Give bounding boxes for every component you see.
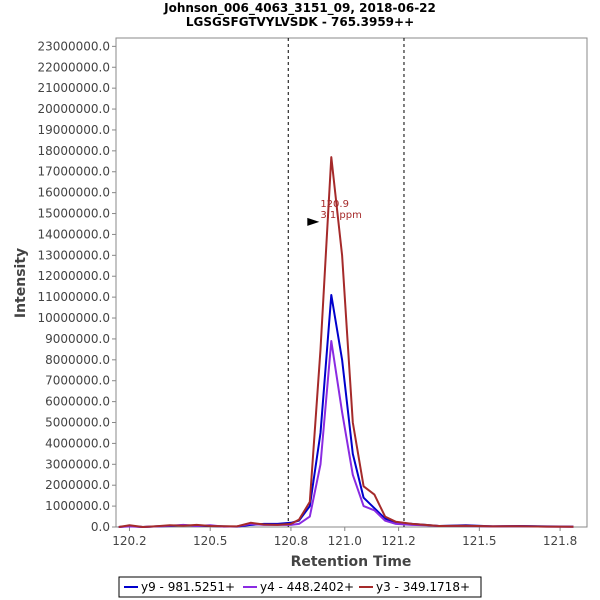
x-tick-label: 120.5 [193,534,227,548]
x-tick-label: 120.2 [112,534,146,548]
x-axis: 120.2 120.5 120.8 121.0 121.2 121.5 121.8 [112,527,577,548]
y-tick-label: 15000000.0 [37,207,110,221]
legend-label-2: y4 - 448.2402+ [260,580,354,594]
plot-area [115,37,588,528]
y-tick-label: 19000000.0 [37,123,110,137]
x-tick-label: 121.8 [543,534,577,548]
peak-arrow-icon [307,217,320,226]
peak-annotation-ppm: 3.1 ppm [320,210,362,221]
y-tick-label: 20000000.0 [37,102,110,116]
x-axis-label: Retention Time [291,554,412,570]
y-axis: 0.0 1000000.0 2000000.0 3000000.0 4000000.0 5… [37,39,116,534]
series-group [118,156,574,528]
x-tick-label: 120.8 [274,534,308,548]
y-tick-label: 8000000.0 [45,353,110,367]
y-tick-label: 17000000.0 [37,165,110,179]
y-tick-label: 9000000.0 [45,332,110,346]
x-tick-label: 121.2 [381,534,415,548]
x-tick-label: 121.5 [462,534,496,548]
x-tick-label: 121.0 [328,534,362,548]
y-tick-label: 2000000.0 [45,478,110,492]
y-tick-label: 6000000.0 [45,395,110,409]
y-tick-label: 16000000.0 [37,186,110,200]
y-tick-label: 1000000.0 [45,499,110,513]
y-tick-label: 12000000.0 [37,269,110,283]
legend-label-1: y9 - 981.5251+ [141,580,235,594]
y-tick-label: 4000000.0 [45,436,110,450]
peak-annotation-rt: 120.9 [320,199,349,210]
legend-label-3: y3 - 349.1718+ [376,580,470,594]
peak-annotation: 120.9 3.1 ppm [307,199,362,226]
y-tick-label: 14000000.0 [37,227,110,241]
y-axis-label: Intensity [13,248,29,318]
legend: y9 - 981.5251+ y4 - 448.2402+ y3 - 349.171… [118,576,482,598]
y-tick-label: 13000000.0 [37,248,110,262]
chart-title: Johnson_006_4063_3151_09, 2018-06-22 [163,1,436,16]
y-tick-label: 22000000.0 [37,60,110,74]
y-tick-label: 0.0 [91,520,110,534]
y-tick-label: 23000000.0 [37,39,110,53]
legend-box [118,576,482,598]
chart-subtitle: LGSGSFGTVYLVSDK - 765.3959++ [186,15,414,29]
y-tick-label: 11000000.0 [37,290,110,304]
y-tick-label: 18000000.0 [37,144,110,158]
series-line-3 [118,156,574,528]
y-tick-label: 7000000.0 [45,374,110,388]
y-tick-label: 3000000.0 [45,457,110,471]
y-tick-label: 10000000.0 [37,311,110,325]
y-tick-label: 21000000.0 [37,81,110,95]
y-tick-label: 5000000.0 [45,416,110,430]
